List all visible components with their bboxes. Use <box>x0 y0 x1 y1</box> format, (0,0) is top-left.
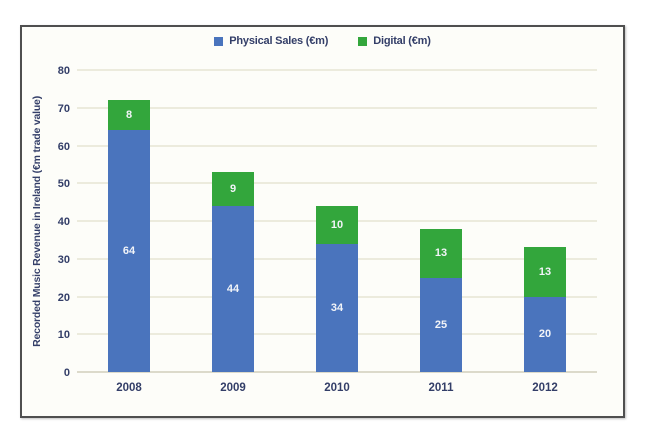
bar-value-label: 34 <box>330 301 344 314</box>
gridline <box>77 182 597 185</box>
y-tick-label: 70 <box>57 102 70 115</box>
gridline <box>77 144 597 147</box>
x-tick-label: 2010 <box>324 382 350 394</box>
bar-value-label: 8 <box>125 109 133 122</box>
legend-swatch-digital <box>358 36 368 46</box>
y-tick-label: 80 <box>57 65 70 77</box>
bar-value-label: 64 <box>122 245 136 258</box>
bar-segment-digital: 13 <box>420 228 462 278</box>
bar-segment-digital: 9 <box>212 171 254 206</box>
x-tick-label: 2011 <box>428 382 454 394</box>
x-tick-label: 2009 <box>220 382 246 394</box>
legend-item: Digital (€m) <box>358 35 431 47</box>
bar-value-label: 13 <box>538 265 552 278</box>
gridline <box>77 69 597 71</box>
bar-segment-physical: 25 <box>420 277 462 372</box>
y-axis-ticks: 0 10 20 30 40 50 60 70 80 <box>22 65 70 379</box>
bar-segment-digital: 10 <box>316 205 358 244</box>
bar-segment-physical: 44 <box>212 205 254 372</box>
legend-swatch-physical <box>214 36 224 46</box>
legend: Physical Sales (€m) Digital (€m) <box>22 35 623 47</box>
bar-value-label: 9 <box>229 182 237 195</box>
y-tick-label: 0 <box>63 367 70 379</box>
y-tick-label: 50 <box>57 178 70 191</box>
bar-segment-physical: 64 <box>108 130 150 372</box>
bar-value-label: 20 <box>538 328 552 341</box>
bar-value-label: 10 <box>330 218 344 231</box>
y-tick-label: 20 <box>57 291 70 304</box>
x-axis-ticks: 2008 2009 2010 2011 2012 <box>77 382 597 400</box>
bar-segment-digital: 13 <box>524 247 566 297</box>
x-tick-label: 2008 <box>116 382 142 394</box>
y-tick-label: 30 <box>57 253 70 266</box>
y-tick-label: 60 <box>57 140 70 153</box>
x-tick-label: 2012 <box>532 382 558 394</box>
legend-label-physical: Physical Sales (€m) <box>229 35 329 47</box>
bar-segment-digital: 8 <box>108 100 150 131</box>
plot-area: 64 8 44 9 34 10 25 13 20 13 <box>77 69 597 373</box>
bar-segment-physical: 20 <box>524 296 566 372</box>
bar-segment-physical: 34 <box>316 243 358 372</box>
y-tick-label: 10 <box>57 329 70 342</box>
legend-label-digital: Digital (€m) <box>373 35 431 47</box>
y-tick-label: 40 <box>57 216 70 228</box>
gridline <box>77 106 597 109</box>
legend-item: Physical Sales (€m) <box>214 35 328 47</box>
x-axis-baseline <box>77 371 597 373</box>
bar-value-label: 44 <box>226 282 240 295</box>
bar-value-label: 13 <box>434 247 448 260</box>
chart-frame: Physical Sales (€m) Digital (€m) Recorde… <box>20 25 625 418</box>
bar-value-label: 25 <box>434 318 448 331</box>
